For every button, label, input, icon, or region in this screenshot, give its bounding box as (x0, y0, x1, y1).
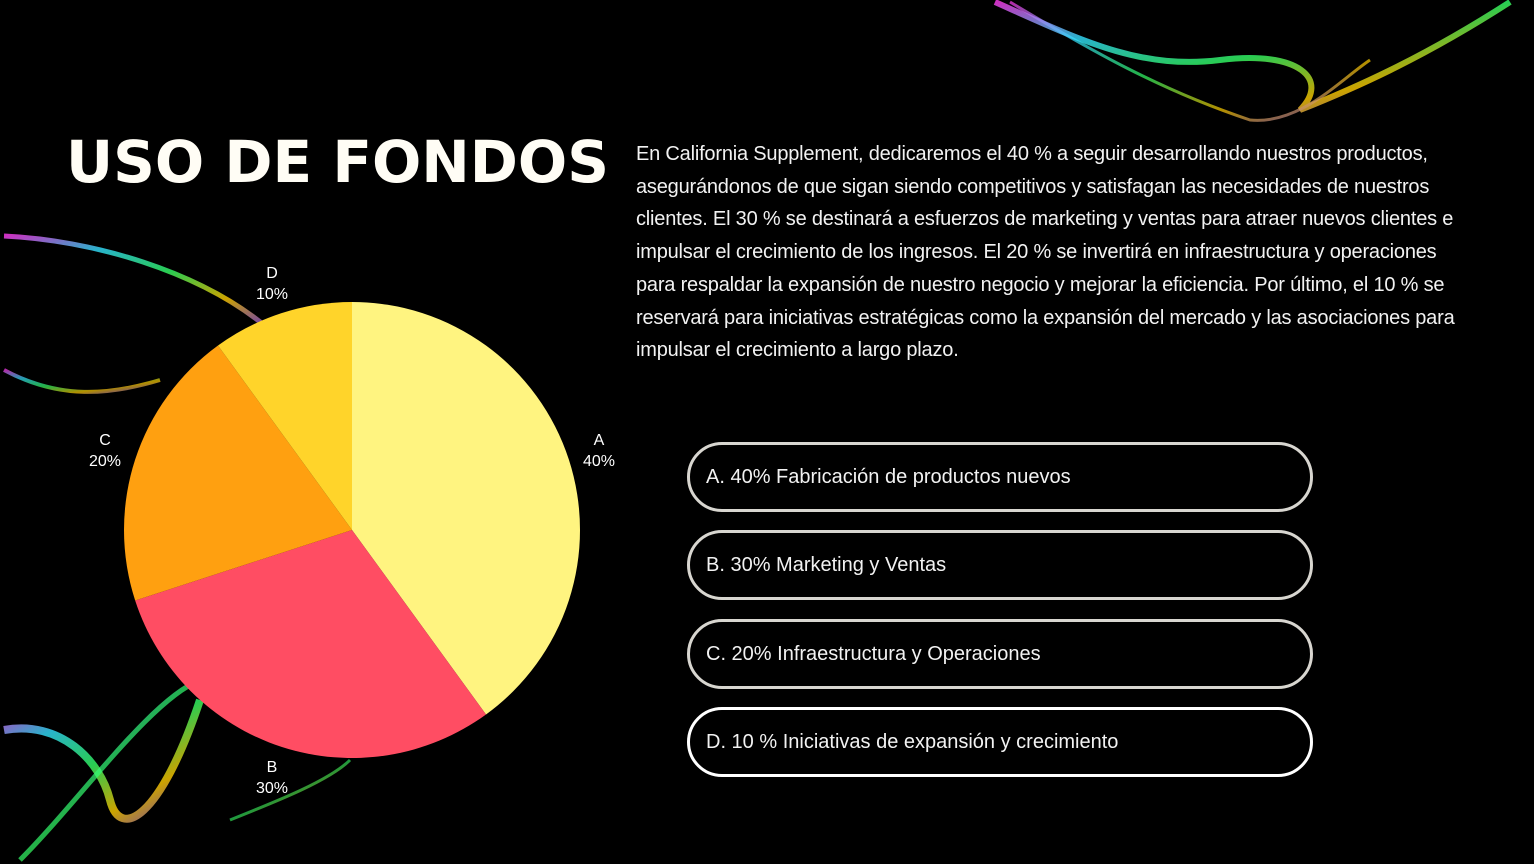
label-b: B 30% (255, 759, 289, 797)
legend-item-text: D. 10 % Iniciativas de expansión y creci… (706, 731, 1119, 753)
description-paragraph: En California Supplement, dedicaremos el… (636, 143, 1455, 362)
legend-item-b: B. 30% Marketing y Ventas (687, 530, 1313, 600)
legend-item-d: D. 10 % Iniciativas de expansión y creci… (687, 707, 1313, 777)
legend-item-c: C. 20% Infraestructura y Operaciones (687, 619, 1313, 689)
page-title: USO DE FONDOS (66, 128, 610, 196)
legend-item-text: A. 40% Fabricación de productos nuevos (706, 466, 1071, 488)
label-c: C 20% (88, 432, 122, 470)
pie-slice-c (124, 345, 352, 601)
pie-slice-b (135, 530, 487, 758)
label-d: D 10% (255, 265, 289, 303)
pie-slice-a (352, 302, 580, 715)
legend-item-text: C. 20% Infraestructura y Operaciones (706, 643, 1041, 665)
pie-slice-d (217, 302, 352, 530)
label-a: A 40% (582, 432, 616, 470)
legend-item-text: B. 30% Marketing y Ventas (706, 554, 947, 576)
legend-item-a: A. 40% Fabricación de productos nuevos (687, 442, 1313, 512)
